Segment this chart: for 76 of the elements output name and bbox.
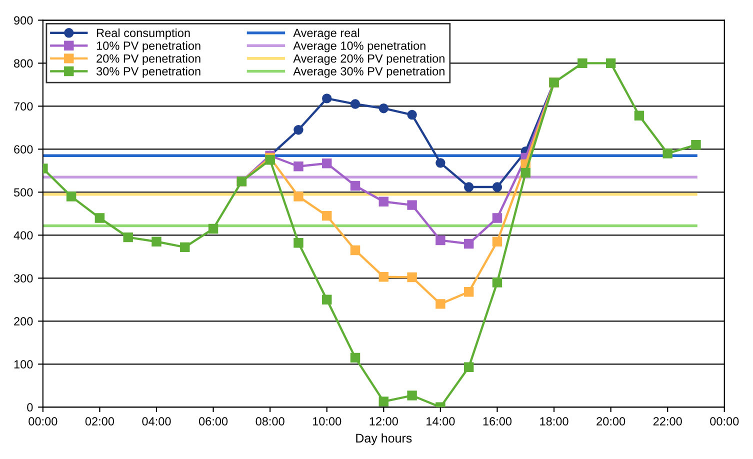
point <box>350 245 360 256</box>
point <box>152 236 162 246</box>
point <box>662 148 672 158</box>
point <box>436 299 446 309</box>
x-tick-label: 04:00 <box>142 417 171 426</box>
y-tick-label: 300 <box>14 274 33 283</box>
y-tick-label: 700 <box>14 102 33 111</box>
point <box>66 192 76 202</box>
y-tick-label: 600 <box>14 145 33 154</box>
point <box>322 158 332 168</box>
point <box>492 278 502 288</box>
point <box>350 99 360 109</box>
point <box>208 224 218 234</box>
point <box>378 272 389 282</box>
point <box>691 140 701 150</box>
y-tick-label: 800 <box>14 59 33 68</box>
point <box>520 168 530 178</box>
point <box>634 110 644 120</box>
point <box>436 235 446 246</box>
y-tick-label: 400 <box>14 231 33 240</box>
x-tick-label: 00:00 <box>28 417 58 426</box>
point <box>492 182 502 192</box>
y-tick-label: 500 <box>14 188 33 197</box>
point <box>606 58 616 68</box>
legend-label: Average 10% penetration <box>293 41 426 52</box>
x-tick-label: 14:00 <box>426 417 455 426</box>
point <box>294 238 304 248</box>
legend-label: 10% PV penetration <box>96 41 200 52</box>
point <box>378 103 389 114</box>
point <box>265 155 275 165</box>
point <box>322 94 332 104</box>
point <box>464 238 474 249</box>
point <box>492 236 502 246</box>
point <box>578 58 588 68</box>
legend-label: Average real <box>293 28 360 40</box>
point <box>322 210 332 221</box>
legend-label: Average 20% PV penetration <box>293 54 444 66</box>
x-tick-label: 12:00 <box>370 417 398 426</box>
y-tick-label: 900 <box>14 16 33 25</box>
point <box>350 352 360 363</box>
point <box>94 213 105 223</box>
x-tick-label: 20:00 <box>596 417 626 426</box>
point <box>464 362 474 372</box>
point <box>464 182 474 192</box>
point <box>294 162 304 172</box>
point <box>464 287 474 297</box>
x-tick-label: 16:00 <box>483 417 512 426</box>
legend-label: Average 30% PV penetration <box>293 66 444 78</box>
x-tick-label: 10:00 <box>312 417 342 426</box>
point <box>123 232 133 242</box>
point <box>407 110 417 120</box>
y-tick-label: 0 <box>27 403 33 412</box>
legend-label: 20% PV penetration <box>96 54 200 66</box>
point <box>492 213 502 223</box>
x-tick-label: 06:00 <box>198 417 228 426</box>
y-tick-label: 200 <box>14 317 33 326</box>
point <box>407 390 417 400</box>
x-tick-label: 02:00 <box>85 417 114 426</box>
point <box>294 192 304 202</box>
y-tick-label: 100 <box>14 360 33 369</box>
x-axis-title: Day hours <box>356 433 412 446</box>
x-tick-label: 00:00 <box>710 417 739 426</box>
point <box>180 242 190 252</box>
legend-label: Real consumption <box>97 28 190 40</box>
point <box>407 200 417 210</box>
point <box>378 396 389 406</box>
point <box>322 294 332 305</box>
point <box>407 272 417 282</box>
x-tick-label: 18:00 <box>540 417 568 426</box>
point <box>378 196 389 206</box>
point <box>294 124 304 135</box>
point <box>350 180 360 191</box>
x-tick-label: 22:00 <box>653 417 682 426</box>
point <box>436 158 446 168</box>
x-tick-label: 08:00 <box>256 417 284 426</box>
legend-label: 30% PV penetration <box>96 66 200 78</box>
